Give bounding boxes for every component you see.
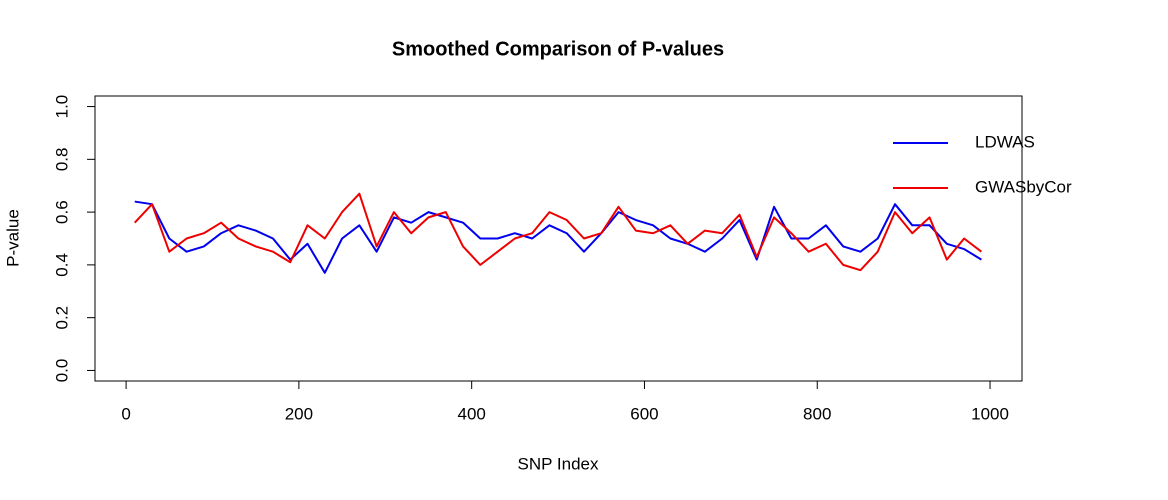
plot-frame xyxy=(94,95,1023,382)
x-tick-label: 1000 xyxy=(971,404,1009,423)
chart-title: Smoothed Comparison of P-values xyxy=(392,38,724,60)
y-tick-label: 0.8 xyxy=(52,148,71,172)
x-tick-label: 0 xyxy=(121,404,130,423)
x-tick-label: 400 xyxy=(457,404,485,423)
x-tick-label: 200 xyxy=(285,404,313,423)
legend-label: LDWAS xyxy=(975,132,1035,151)
y-tick-label: 0.2 xyxy=(52,306,71,330)
y-axis-label: P-value xyxy=(3,209,22,267)
y-tick-label: 1.0 xyxy=(52,95,71,119)
x-axis-label: SNP Index xyxy=(518,454,599,473)
data-line xyxy=(134,192,983,272)
legend-label: GWASbyCor xyxy=(975,177,1072,196)
x-tick-label: 800 xyxy=(803,404,831,423)
y-tick-label: 0.6 xyxy=(52,200,71,224)
y-tick-label: 0.0 xyxy=(52,359,71,383)
data-line xyxy=(134,200,982,274)
y-tick-label: 0.4 xyxy=(52,253,71,277)
x-tick-label: 600 xyxy=(630,404,658,423)
